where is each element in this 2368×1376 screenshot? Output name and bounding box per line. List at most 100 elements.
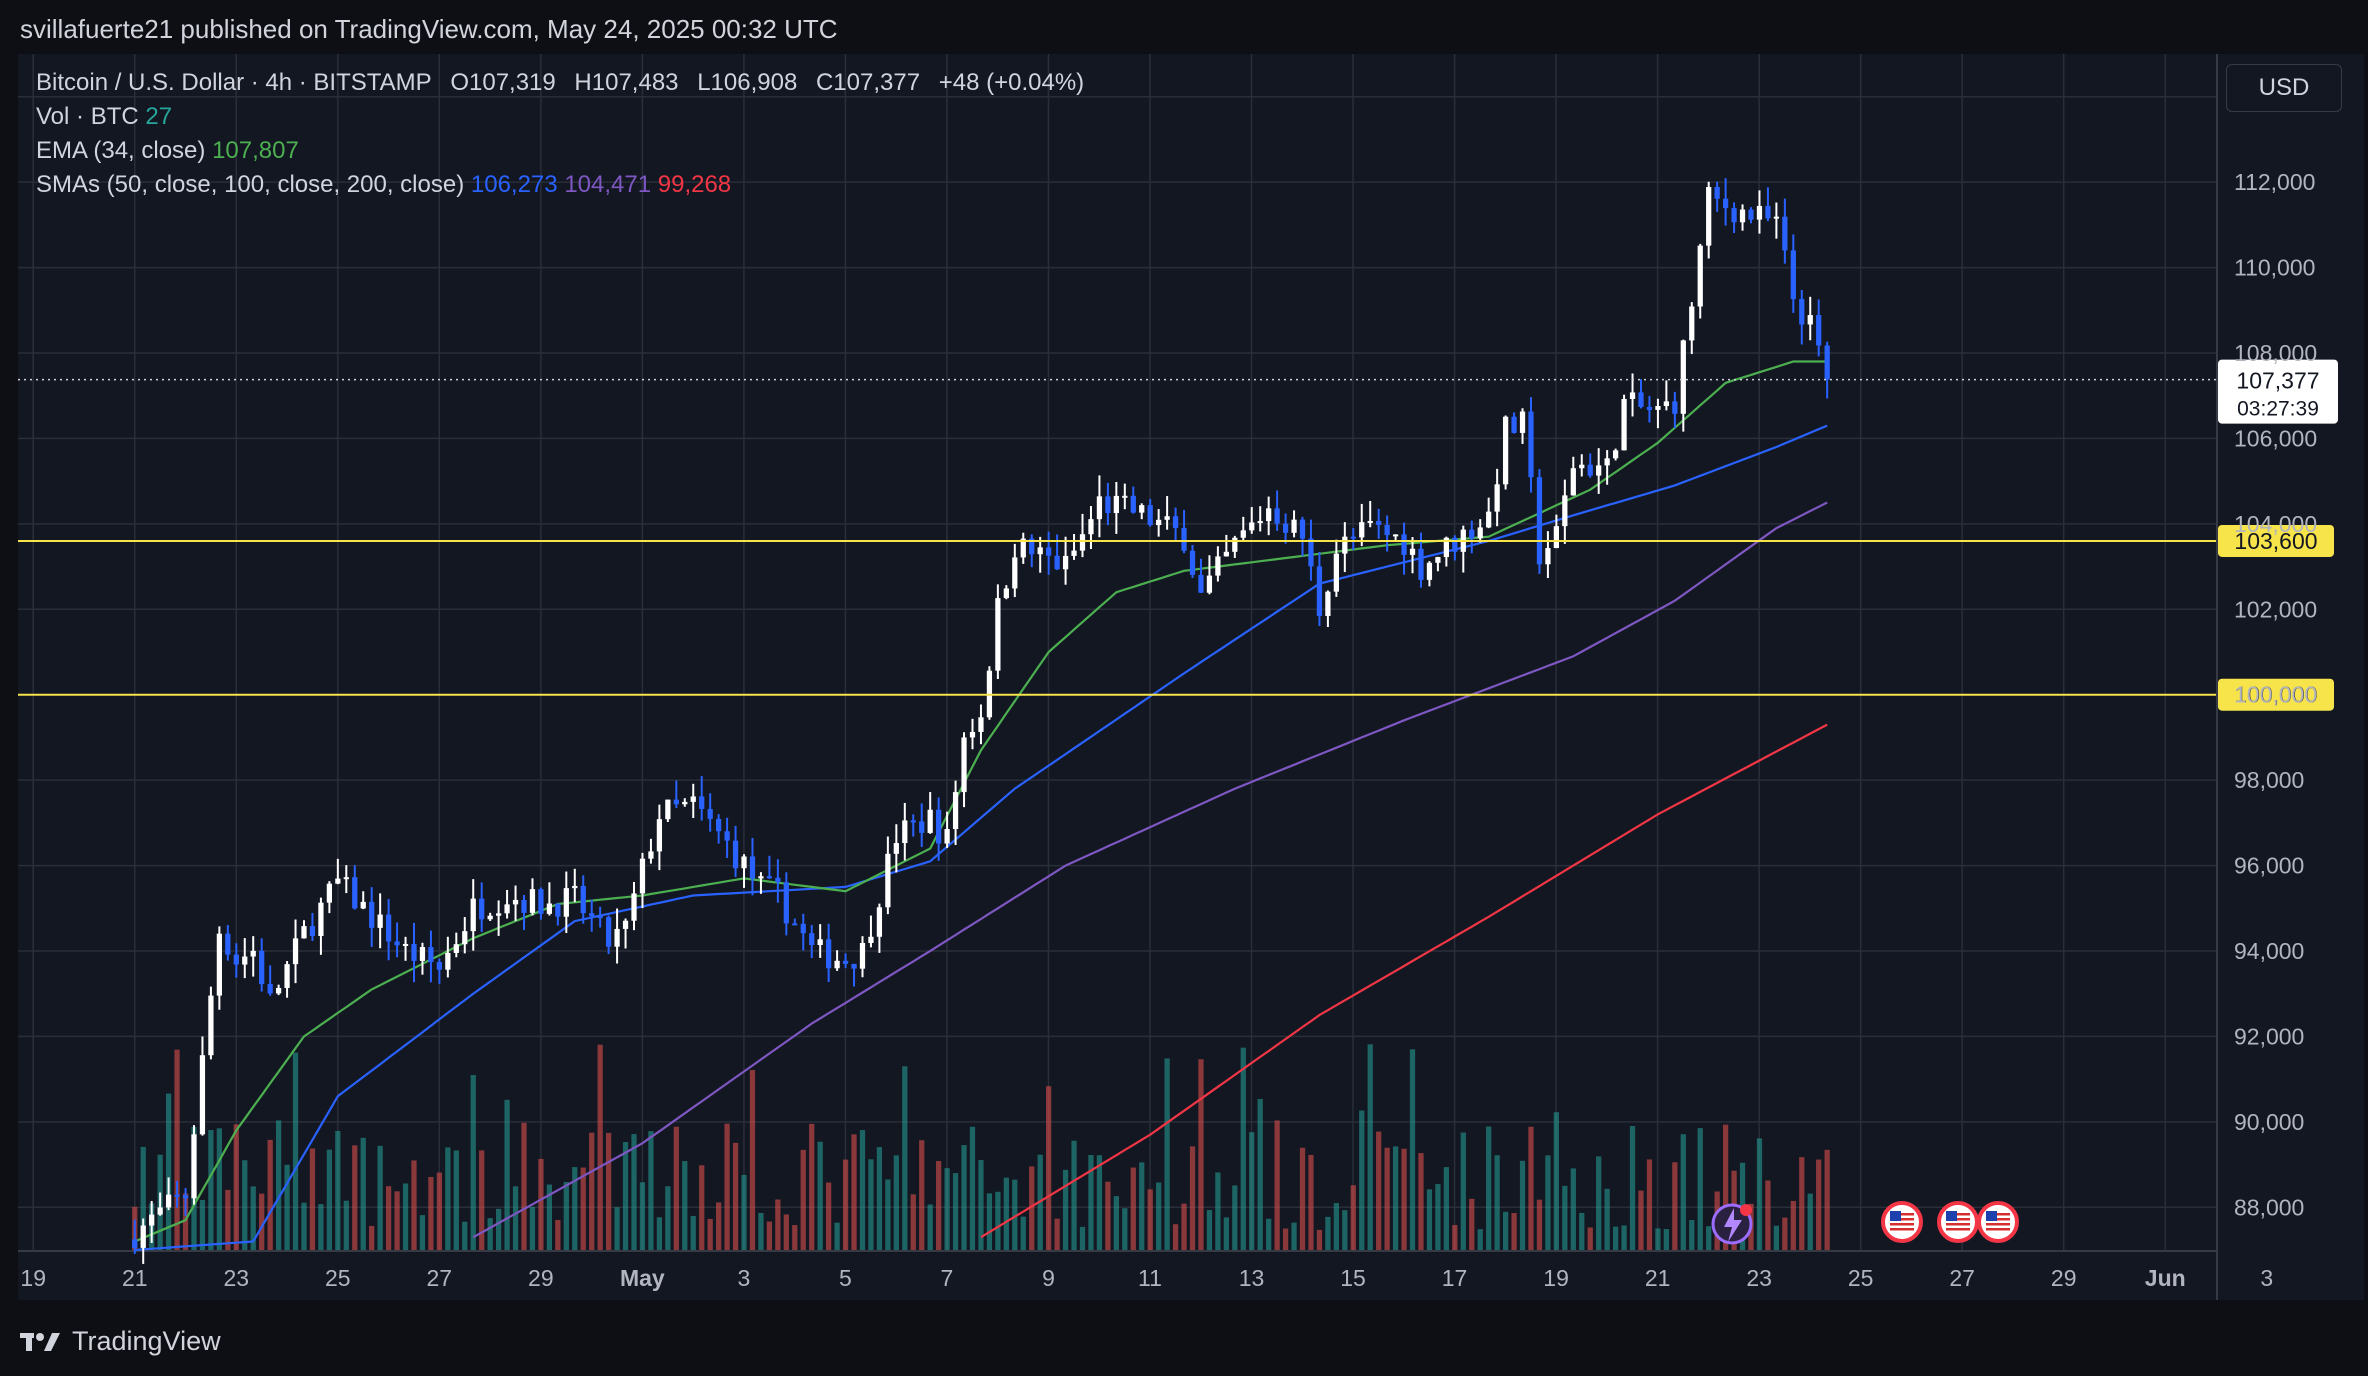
candle-up <box>876 907 883 937</box>
volume-bar <box>597 1044 603 1250</box>
currency-selector[interactable]: USD <box>2226 64 2342 112</box>
candle-up <box>1232 537 1238 552</box>
candle-up <box>868 936 874 943</box>
price-tick-label: 98,000 <box>2234 767 2304 793</box>
candle-down <box>580 885 586 914</box>
candle-up <box>284 964 290 988</box>
candle-up <box>1435 557 1441 563</box>
volume-bar <box>1342 1210 1348 1250</box>
price-axis: 88,000 90,000 92,000 94,000 96,000 98,000 100,… <box>2234 84 2317 1221</box>
flag-stripe <box>1986 1213 2010 1216</box>
candle-up <box>741 856 747 869</box>
volume-bar <box>919 1140 925 1250</box>
volume-bar <box>766 1221 773 1250</box>
volume-bar <box>1096 1155 1103 1250</box>
candle-up <box>1266 508 1272 522</box>
flag-stripe <box>1946 1228 1970 1231</box>
volume-bar <box>758 1212 764 1250</box>
volume-bar <box>259 1193 265 1250</box>
tradingview-logo-icon <box>20 1332 60 1351</box>
volume-bar <box>233 1124 239 1250</box>
volume-bar <box>1012 1179 1018 1250</box>
volume-label[interactable]: Vol · BTC <box>36 103 139 130</box>
candle-down <box>538 889 544 914</box>
candle-down <box>673 799 679 805</box>
sma100-value: 104,471 <box>564 171 652 198</box>
candle-down <box>1638 392 1644 407</box>
candle-down <box>1189 550 1196 575</box>
volume-bar <box>1722 1124 1729 1250</box>
price-tick-label: 110,000 <box>2234 255 2315 281</box>
volume-bar <box>1536 1199 1543 1250</box>
volume-bar <box>1689 1219 1695 1250</box>
time-tick-label: 19 <box>1543 1265 1569 1291</box>
volume-bar <box>859 1130 866 1250</box>
volume-bar <box>1612 1226 1619 1250</box>
event-markers <box>1711 1201 2019 1245</box>
flag-stripe <box>1986 1228 2010 1231</box>
candle-down <box>792 923 798 926</box>
volume-bar <box>275 1120 282 1250</box>
time-axis: 19 21 23 25 27 29 May 3 5 7 9 11 13 15 17 19 21 23 25 27 29 J… <box>20 1265 2273 1291</box>
candle-up <box>470 898 476 932</box>
candle-down <box>411 943 417 961</box>
axis-background <box>2218 54 2364 1300</box>
flag-ring <box>1937 1201 1979 1243</box>
volume-bar <box>318 1204 324 1250</box>
time-tick-label: Jun <box>2145 1265 2186 1291</box>
volume-bar <box>1367 1044 1373 1250</box>
time-tick-label: 27 <box>1949 1265 1975 1291</box>
sma50-line <box>134 424 1828 1252</box>
volume-bar <box>775 1199 781 1250</box>
volume-bar <box>622 1141 629 1250</box>
candle-down <box>1147 505 1153 526</box>
volume-bar <box>1452 1225 1458 1250</box>
sma-label[interactable]: SMAs (50, close, 100, close, 200, close) <box>36 171 465 198</box>
candle-down <box>1714 187 1720 199</box>
volume-bar <box>580 1167 586 1250</box>
candle-up <box>665 799 671 820</box>
candle-up <box>995 598 1001 671</box>
time-tick-label: 21 <box>1645 1265 1671 1291</box>
candle-up <box>343 877 349 880</box>
price-chart[interactable]: 103,600 100,000 107,377 03:27:39 88,000 90,0… <box>0 0 2368 1310</box>
candle-up <box>1486 511 1492 528</box>
volume-bar <box>1240 1047 1246 1250</box>
volume-bar <box>394 1191 400 1250</box>
volume-bar <box>1215 1172 1221 1250</box>
legend: Bitcoin / U.S. Dollar · 4h · BITSTAMP O1… <box>36 66 1084 202</box>
ema-label[interactable]: EMA (34, close) <box>36 137 206 164</box>
volume-bar <box>1308 1154 1314 1250</box>
volume-bar <box>1376 1131 1382 1250</box>
candle-up <box>622 920 629 929</box>
volume-bar <box>1638 1190 1644 1250</box>
candle-down <box>1384 524 1390 536</box>
volume-bar <box>1257 1098 1263 1250</box>
volume-bar <box>1672 1162 1678 1250</box>
price-tick-label: 104,000 <box>2234 511 2317 537</box>
price-level-tag <box>2218 524 2334 557</box>
volume-bar <box>479 1150 485 1250</box>
candle-down <box>1299 519 1306 539</box>
volume-bar <box>809 1123 815 1250</box>
volume-bar <box>1790 1200 1796 1250</box>
volume-bar <box>1579 1212 1585 1250</box>
candle-up <box>529 889 536 913</box>
candle-up <box>656 819 663 852</box>
candle-down <box>809 933 815 946</box>
volume-bar <box>208 1130 214 1250</box>
price-tick-label: 100,000 <box>2234 682 2317 708</box>
candle-down <box>1130 495 1136 513</box>
candle-down <box>1790 250 1796 300</box>
volume-bar <box>1655 1228 1661 1250</box>
volume-bar <box>1443 1167 1449 1250</box>
candle-up <box>1739 209 1746 223</box>
time-tick-label: 25 <box>1848 1265 1874 1291</box>
symbol-label[interactable]: Bitcoin / U.S. Dollar · 4h · BITSTAMP <box>36 69 432 96</box>
flag-stripe <box>1986 1223 2010 1226</box>
volume-bar <box>631 1134 637 1250</box>
volume-bar <box>495 1208 502 1250</box>
candle-up <box>1562 495 1568 527</box>
candle-up <box>1596 465 1602 476</box>
price-tick-label: 92,000 <box>2234 1023 2304 1049</box>
